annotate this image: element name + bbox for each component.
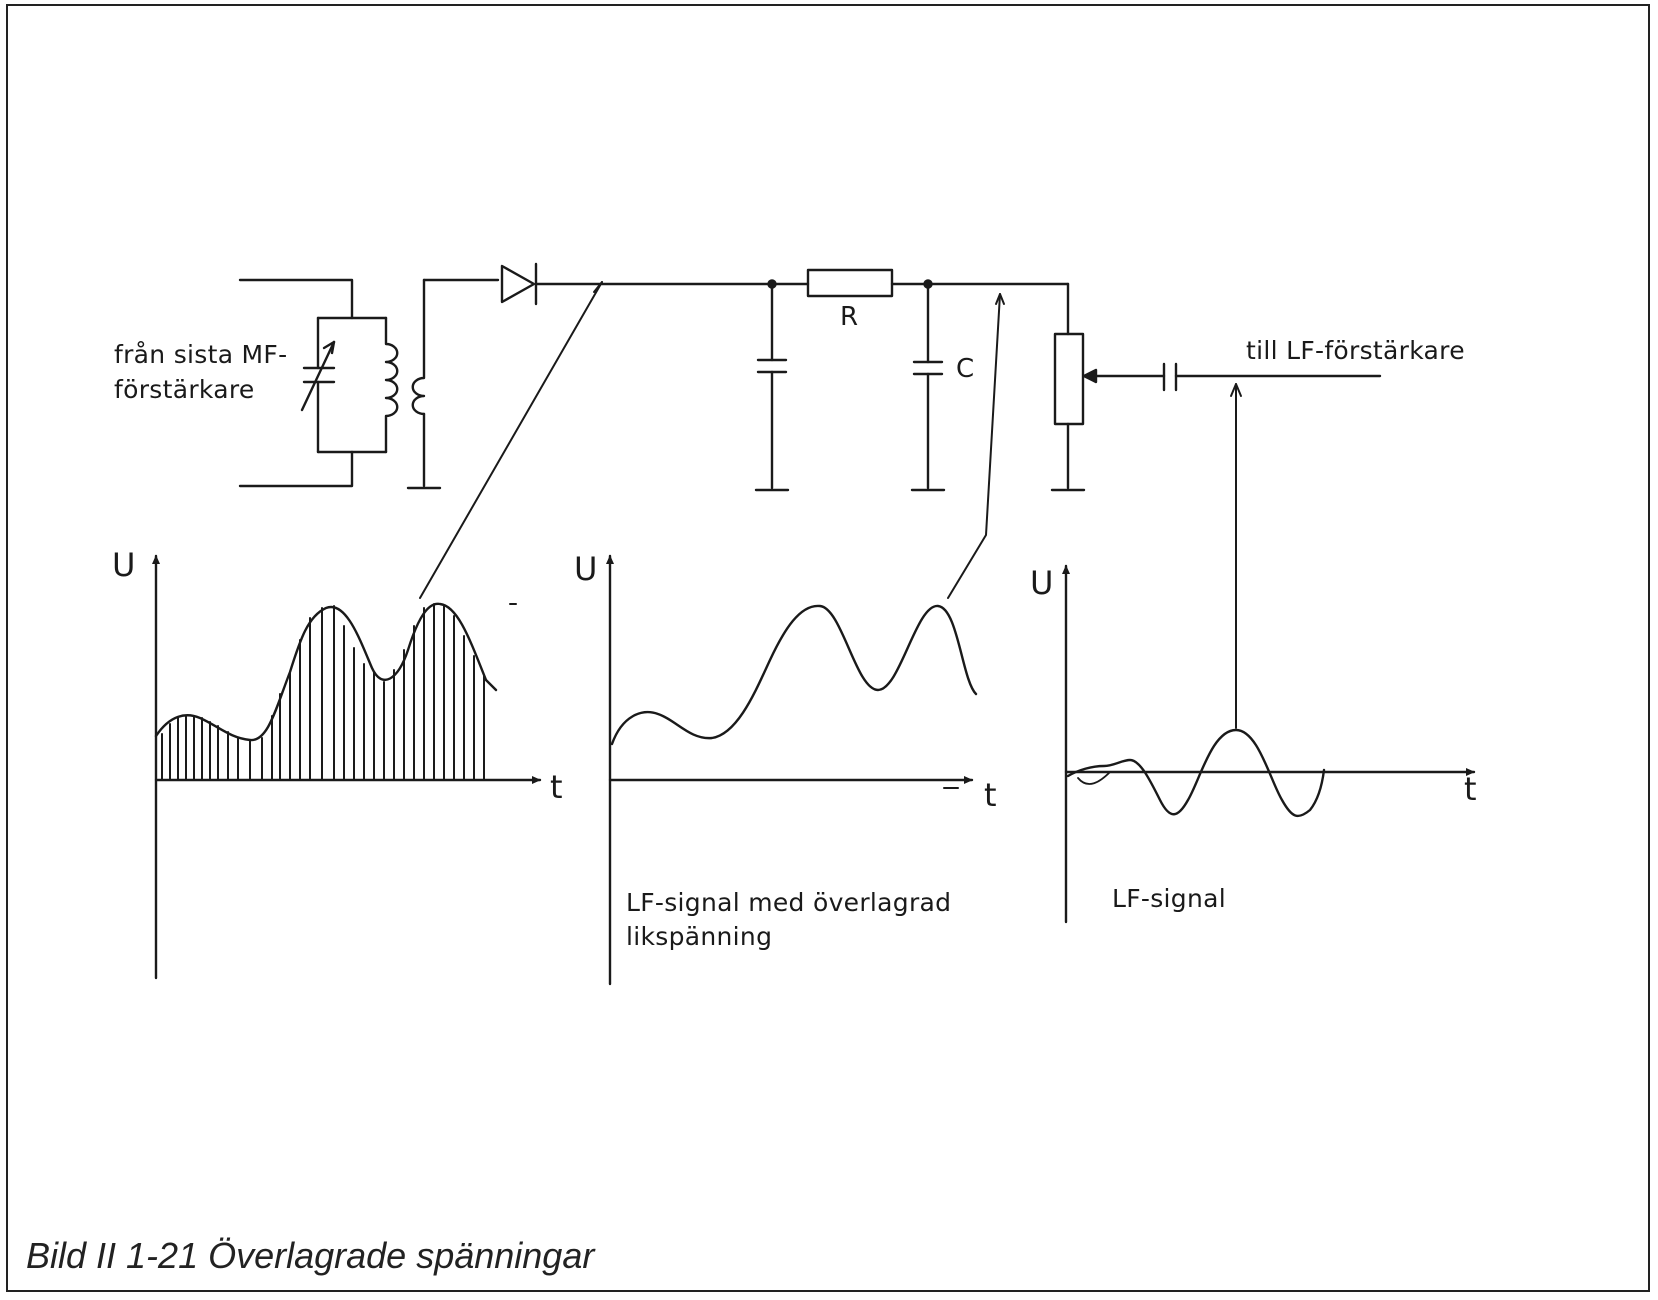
graph-1-t-label: t [550,768,563,806]
diode [500,262,772,306]
source-label-line2: förstärkare [114,375,255,404]
secondary-coil [406,278,500,490]
graph-1-rectified-am [152,554,542,980]
graph-2-u-label: U [574,550,598,588]
capacitor-c [910,282,946,492]
resistor-label: R [840,302,859,332]
graph-2-curve [610,604,978,746]
graph-3-u-label: U [1030,564,1054,602]
source-label-line1: från sista MF- [114,340,288,369]
input-wire-top [238,278,354,320]
graph-1-pulses [161,603,485,781]
graph-3-lf [1062,564,1476,924]
graph-3-caption: LF-signal [1112,884,1226,913]
graph-1-envelope [154,602,498,742]
tuned-lc-circuit [300,316,399,454]
coupling-capacitor [1162,362,1382,392]
resistor-r [770,268,1070,298]
graph-1-u-label: U [112,546,136,584]
graph-2-t-label: t [984,776,997,814]
graph-2-caption-line2: likspänning [626,922,773,951]
potentiometer [1050,282,1166,492]
figure-frame [6,4,1650,1292]
figure-caption: Bild II 1-21 Överlagrade spänningar [26,1235,595,1276]
pointer-line-1 [419,281,603,599]
capacitor-label: C [956,354,975,384]
graph-2-caption-line1: LF-signal med överlagrad [626,888,952,917]
graph-3-t-label: t [1464,770,1477,808]
graph-3-curve [1066,728,1326,818]
output-label: till LF-förstärkare [1246,336,1465,365]
shunt-capacitor-1 [754,282,790,492]
input-wire-bottom [238,450,354,488]
pointer-line-2 [947,293,1001,599]
graph-2-lf-with-dc [606,554,978,986]
